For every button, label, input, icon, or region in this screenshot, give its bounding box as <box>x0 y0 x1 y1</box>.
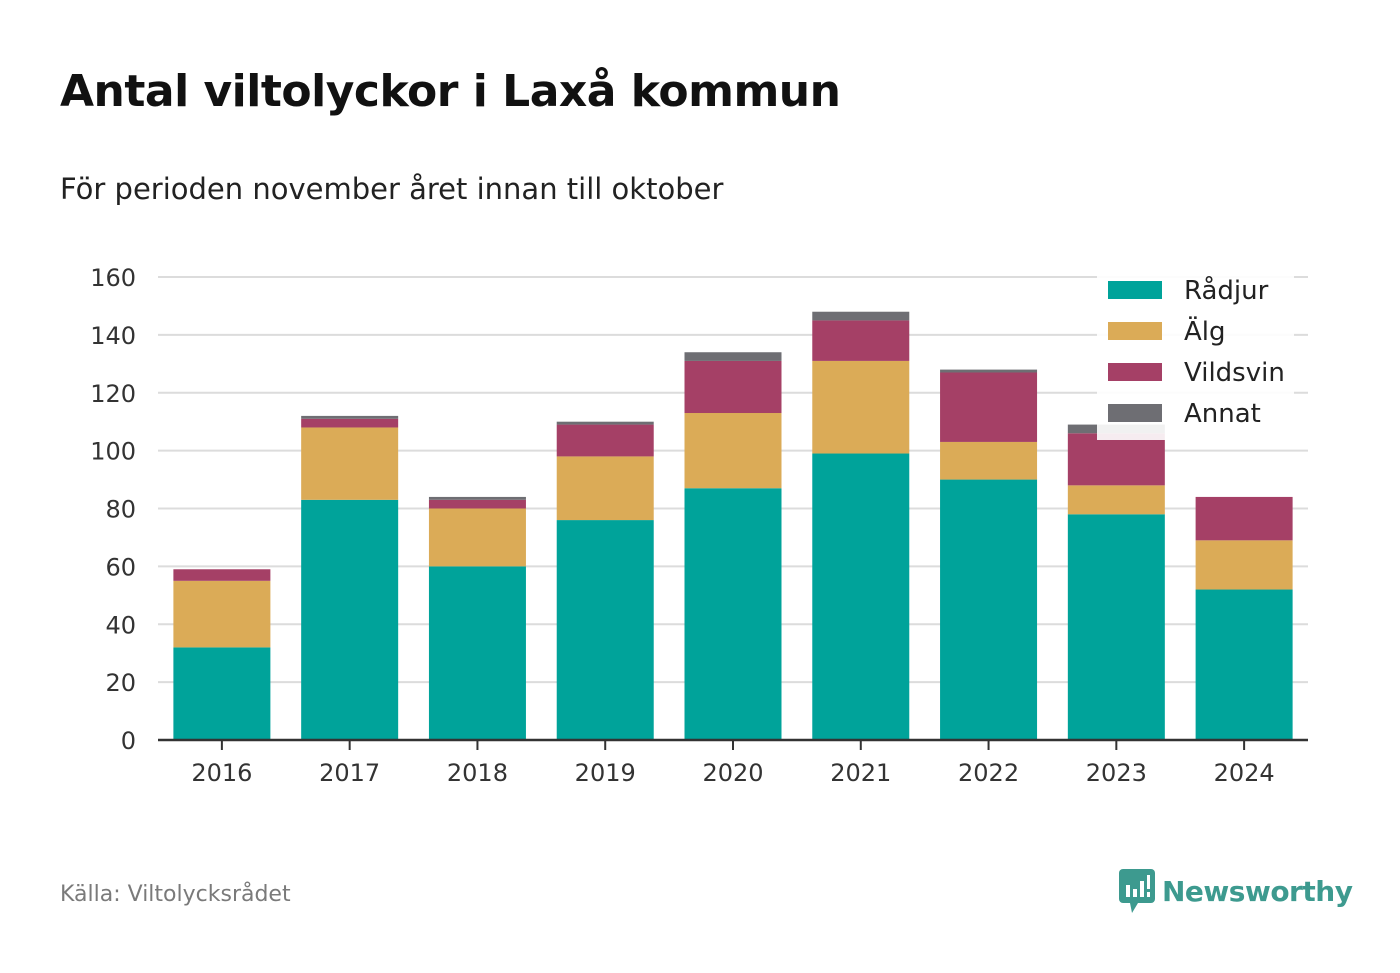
bar-2023-älg[interactable] <box>1067 485 1165 515</box>
y-tick-label: 0 <box>121 727 136 755</box>
y-tick-label: 120 <box>90 380 136 408</box>
x-tick-label: 2024 <box>1214 759 1275 787</box>
bar-2018-vildsvin[interactable] <box>428 499 526 509</box>
legend-swatch-vildsvin <box>1108 363 1162 381</box>
bars <box>173 311 1293 740</box>
bar-2016-vildsvin[interactable] <box>173 569 271 581</box>
bar-2021-rådjur[interactable] <box>812 453 910 740</box>
legend-swatch-älg <box>1108 322 1162 340</box>
y-tick-label: 40 <box>105 611 136 639</box>
bar-2019-vildsvin[interactable] <box>556 424 654 457</box>
source-note: Källa: Viltolycksrådet <box>60 882 291 907</box>
newsworthy-chart-icon <box>1119 869 1155 913</box>
logo-text: Newsworthy <box>1162 874 1353 908</box>
bar-2018-älg[interactable] <box>428 508 526 567</box>
x-tick-label: 2023 <box>1086 759 1147 787</box>
bar-2022-annat[interactable] <box>940 369 1038 373</box>
bar-2019-rådjur[interactable] <box>556 520 654 740</box>
bar-2019-älg[interactable] <box>556 456 654 521</box>
bar-2018-rådjur[interactable] <box>428 566 526 740</box>
y-tick-label: 80 <box>105 496 136 524</box>
bar-2021-vildsvin[interactable] <box>812 320 910 361</box>
y-tick-label: 140 <box>90 322 136 350</box>
axes: 0 20 40 60 80 100 120 140 160 2016 2017 2018 2019 202… <box>90 264 1308 787</box>
bar-2020-annat[interactable] <box>684 352 782 361</box>
y-tick-label: 160 <box>90 264 136 292</box>
bar-2020-rådjur[interactable] <box>684 488 782 740</box>
x-tick-label: 2016 <box>191 759 252 787</box>
bar-2024-vildsvin[interactable] <box>1195 496 1293 541</box>
legend-label: Älg <box>1184 315 1226 347</box>
legend-label: Vildsvin <box>1184 358 1285 388</box>
bar-2024-rådjur[interactable] <box>1195 589 1293 740</box>
bar-2017-vildsvin[interactable] <box>301 418 399 428</box>
chart-subtitle: För perioden november året innan till ok… <box>60 172 724 206</box>
bar-2022-vildsvin[interactable] <box>940 372 1038 442</box>
y-tick-label: 100 <box>90 438 136 466</box>
x-tick-label: 2019 <box>575 759 636 787</box>
bar-2017-rådjur[interactable] <box>301 499 399 740</box>
bar-2017-älg[interactable] <box>301 427 399 500</box>
bar-2018-annat[interactable] <box>428 496 526 500</box>
legend-swatch-rådjur <box>1108 281 1162 299</box>
y-tick-label: 60 <box>105 553 136 581</box>
legend: Rådjur Älg Vildsvin Annat <box>1097 272 1294 440</box>
bar-2023-vildsvin[interactable] <box>1067 433 1165 486</box>
x-tick-label: 2020 <box>702 759 763 787</box>
x-tick-label: 2022 <box>958 759 1019 787</box>
x-tick-label: 2017 <box>319 759 380 787</box>
bar-2022-rådjur[interactable] <box>940 479 1038 740</box>
bar-2020-vildsvin[interactable] <box>684 360 782 414</box>
bar-2024-älg[interactable] <box>1195 540 1293 590</box>
chart-title: Antal viltolyckor i Laxå kommun <box>60 66 841 117</box>
bar-2016-älg[interactable] <box>173 580 271 648</box>
bar-2021-annat[interactable] <box>812 311 910 321</box>
bar-2022-älg[interactable] <box>940 441 1038 480</box>
legend-swatch-annat <box>1108 404 1162 422</box>
bar-2016-rådjur[interactable] <box>173 647 271 740</box>
bar-2019-annat[interactable] <box>556 421 654 425</box>
bar-2023-rådjur[interactable] <box>1067 514 1165 740</box>
bar-2020-älg[interactable] <box>684 413 782 489</box>
legend-label: Annat <box>1184 399 1261 429</box>
x-tick-label: 2018 <box>447 759 508 787</box>
bar-2017-annat[interactable] <box>301 415 399 419</box>
y-tick-label: 20 <box>105 669 136 697</box>
bar-2021-älg[interactable] <box>812 360 910 454</box>
legend-label: Rådjur <box>1184 275 1269 306</box>
newsworthy-logo: Newsworthy <box>1118 868 1353 914</box>
x-tick-label: 2021 <box>830 759 891 787</box>
